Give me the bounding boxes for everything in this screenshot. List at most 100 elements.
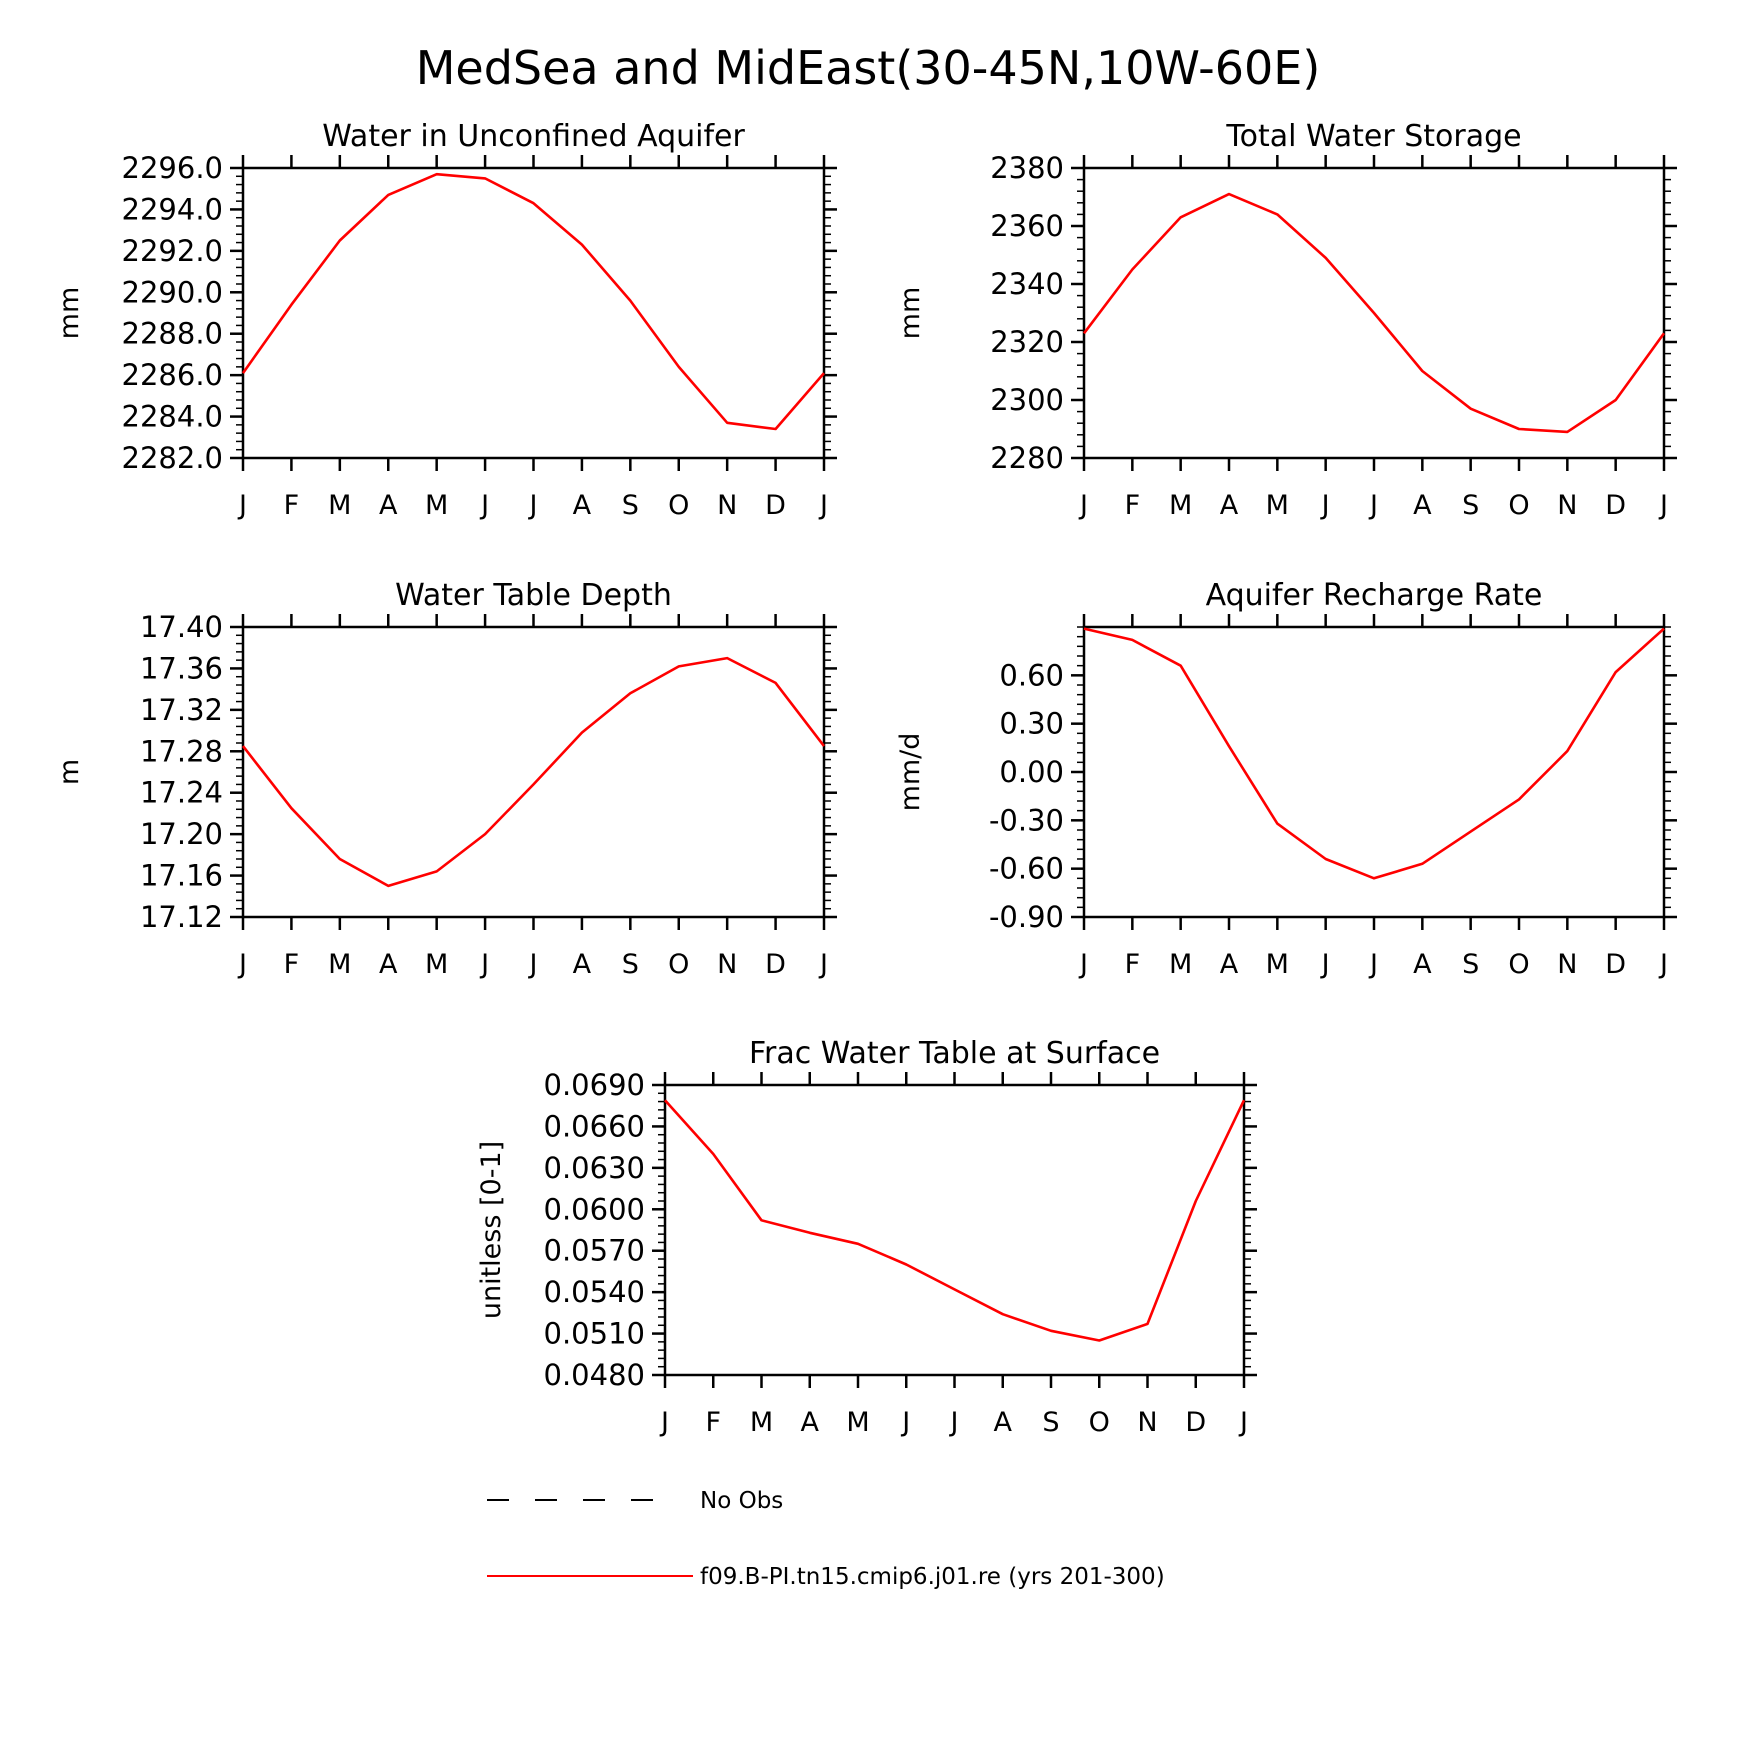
plot-frame bbox=[241, 166, 826, 460]
y-tick-label: 17.24 bbox=[140, 776, 223, 810]
y-tick-label: 2288.0 bbox=[122, 317, 223, 351]
y-axis-label: unitless [0-1] bbox=[476, 1141, 507, 1319]
x-tick-label: O bbox=[668, 949, 689, 980]
x-tick-label: A bbox=[994, 1407, 1013, 1438]
y-axis-label: mm/d bbox=[895, 733, 926, 812]
x-tick-label: M bbox=[846, 1407, 869, 1438]
x-tick-label: F bbox=[705, 1407, 721, 1438]
x-tick-label: S bbox=[1042, 1407, 1059, 1438]
y-tick-label: -0.90 bbox=[989, 900, 1064, 934]
y-tick-label: 2282.0 bbox=[122, 441, 223, 475]
y-tick-label: -0.30 bbox=[989, 803, 1064, 837]
x-tick-label: M bbox=[1169, 949, 1192, 980]
chart-panel-5: J F M A M J J A S O N D J0.04800.05100.05400.05700.0… bbox=[476, 1036, 1257, 1438]
x-tick-label: O bbox=[668, 490, 689, 521]
x-tick-label: M bbox=[1266, 949, 1289, 980]
x-tick-label: J bbox=[1320, 949, 1330, 980]
x-tick-label: D bbox=[1185, 1407, 1206, 1438]
series-line bbox=[241, 656, 826, 888]
chart-title: Water in Unconfined Aquifer bbox=[322, 119, 745, 154]
y-tick-label: 2360 bbox=[990, 209, 1064, 243]
y-tick-label: 2380 bbox=[990, 151, 1064, 185]
x-tick-label: D bbox=[765, 490, 786, 521]
y-tick-label: 17.20 bbox=[140, 817, 223, 851]
series-line bbox=[241, 172, 825, 431]
x-tick-label: S bbox=[622, 490, 639, 521]
x-tick-label: S bbox=[1462, 490, 1479, 521]
x-tick-label: M bbox=[1266, 490, 1289, 521]
x-tick-label: A bbox=[573, 949, 592, 980]
x-tick-label: J bbox=[1368, 949, 1378, 980]
x-tick-label: J bbox=[237, 490, 247, 521]
y-tick-label: 2284.0 bbox=[122, 400, 223, 434]
series-line bbox=[1083, 627, 1665, 880]
y-tick-label: 17.28 bbox=[140, 734, 223, 768]
y-tick-label: 0.60 bbox=[999, 658, 1064, 692]
y-axis-label: m bbox=[54, 759, 85, 785]
y-tick-label: 0.0510 bbox=[544, 1317, 645, 1351]
x-tick-label: F bbox=[284, 490, 300, 521]
y-axis-label: mm bbox=[895, 287, 926, 340]
y-tick-label: 2294.0 bbox=[122, 192, 223, 226]
legend-obs-label: No Obs bbox=[700, 1488, 783, 1514]
y-tick-label: 0.30 bbox=[999, 707, 1064, 741]
plot-frame bbox=[663, 1083, 1246, 1377]
x-tick-label: N bbox=[717, 490, 737, 521]
y-tick-label: 0.0660 bbox=[544, 1109, 645, 1143]
y-tick-label: 2286.0 bbox=[122, 358, 223, 392]
x-tick-label: J bbox=[818, 490, 828, 521]
y-tick-label: 2296.0 bbox=[122, 151, 223, 185]
y-tick-label: 17.12 bbox=[140, 900, 223, 934]
chart-title: Aquifer Recharge Rate bbox=[1206, 578, 1543, 613]
x-tick-label: J bbox=[479, 949, 489, 980]
x-tick-label: J bbox=[1238, 1407, 1248, 1438]
x-tick-label: J bbox=[1368, 490, 1378, 521]
chart-title: Total Water Storage bbox=[1225, 119, 1521, 154]
y-tick-label: 17.16 bbox=[140, 859, 223, 893]
x-tick-label: A bbox=[1413, 949, 1432, 980]
x-tick-label: O bbox=[1508, 490, 1529, 521]
y-tick-label: 0.0630 bbox=[544, 1151, 645, 1185]
x-tick-label: M bbox=[750, 1407, 773, 1438]
x-tick-label: J bbox=[1078, 949, 1088, 980]
x-tick-label: A bbox=[801, 1407, 820, 1438]
x-tick-label: O bbox=[1089, 1407, 1110, 1438]
y-tick-label: 0.0690 bbox=[544, 1068, 645, 1102]
x-tick-label: J bbox=[528, 949, 538, 980]
x-tick-label: M bbox=[425, 490, 448, 521]
y-tick-label: 2300 bbox=[990, 383, 1064, 417]
chart-title: Frac Water Table at Surface bbox=[749, 1036, 1160, 1071]
chart-panels: J F M A M J J A S O N D J2282.02284.02286.02288.0229… bbox=[54, 119, 1677, 1438]
x-tick-label: N bbox=[1557, 949, 1577, 980]
x-tick-label: J bbox=[900, 1407, 910, 1438]
x-tick-label: J bbox=[1320, 490, 1330, 521]
x-tick-label: J bbox=[1658, 949, 1668, 980]
plot-frame bbox=[1082, 625, 1666, 919]
legend-model-label: f09.B-PI.tn15.cmip6.j01.re (yrs 201-300) bbox=[700, 1564, 1165, 1590]
y-tick-label: 17.40 bbox=[140, 610, 223, 644]
x-tick-label: A bbox=[573, 490, 592, 521]
x-tick-label: O bbox=[1508, 949, 1529, 980]
y-tick-label: 17.36 bbox=[140, 651, 223, 685]
x-tick-label: S bbox=[1462, 949, 1479, 980]
y-axis-label: mm bbox=[54, 287, 85, 340]
x-tick-label: M bbox=[1169, 490, 1192, 521]
x-tick-label: N bbox=[1137, 1407, 1157, 1438]
figure-title: MedSea and MidEast(30-45N,10W-60E) bbox=[416, 41, 1321, 95]
x-tick-label: F bbox=[1125, 949, 1141, 980]
x-tick-label: A bbox=[379, 490, 398, 521]
chart-panel-2: J F M A M J J A S O N D J228023002320234023602380Tot… bbox=[895, 119, 1677, 521]
x-tick-label: J bbox=[1078, 490, 1088, 521]
x-tick-label: N bbox=[1557, 490, 1577, 521]
series-line bbox=[1082, 192, 1666, 434]
x-tick-label: A bbox=[379, 949, 398, 980]
y-tick-label: 2290.0 bbox=[122, 275, 223, 309]
x-tick-label: J bbox=[949, 1407, 959, 1438]
legend: No Obs f09.B-PI.tn15.cmip6.j01.re (yrs 2… bbox=[487, 1488, 1165, 1590]
chart-panel-3: J F M A M J J A S O N D J17.1217.1617.2017.2417.2817… bbox=[54, 578, 837, 980]
x-tick-label: M bbox=[328, 949, 351, 980]
y-tick-label: -0.60 bbox=[989, 852, 1064, 886]
y-tick-label: 0.0540 bbox=[544, 1275, 645, 1309]
y-tick-label: 0.0600 bbox=[544, 1192, 645, 1226]
